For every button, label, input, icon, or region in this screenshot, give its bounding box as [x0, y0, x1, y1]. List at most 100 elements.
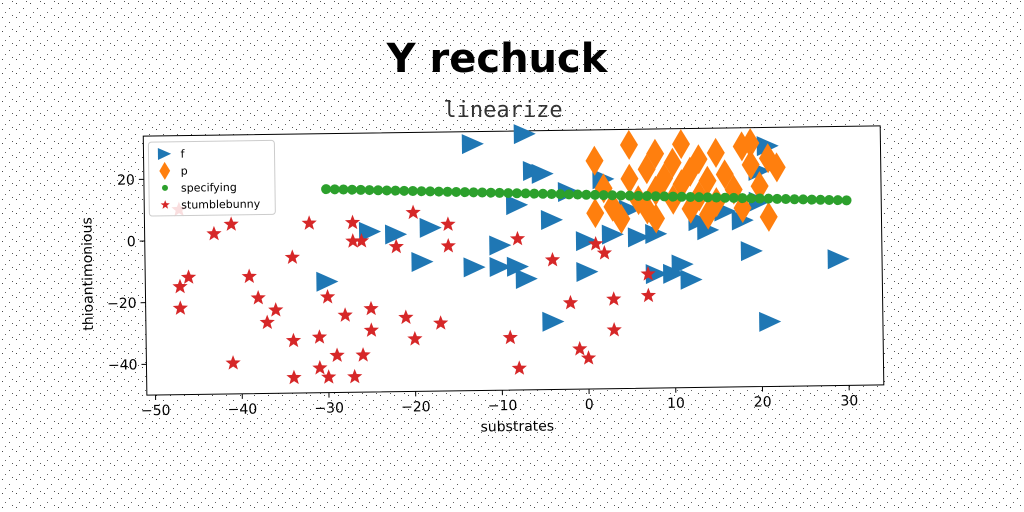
point-stumblebunny — [286, 369, 302, 385]
axis-ticks: −50 −40 −30 −20 −10 0 10 20 30 −40 −20 0 20 — [107, 172, 858, 419]
x-tick-label: −40 — [228, 402, 258, 418]
point-f — [515, 268, 538, 289]
point-p — [681, 193, 700, 224]
point-stumblebunny — [606, 291, 622, 306]
point-f — [697, 220, 720, 241]
point-stumblebunny — [268, 302, 284, 317]
point-f — [531, 163, 554, 184]
point-stumblebunny — [580, 350, 597, 365]
point-p — [647, 203, 666, 234]
point-stumblebunny — [329, 347, 345, 363]
point-stumblebunny — [502, 329, 518, 345]
point-p — [612, 203, 631, 234]
point-stumblebunny — [312, 360, 328, 375]
point-stumblebunny — [301, 215, 317, 230]
legend-marker-stumblebunny — [160, 200, 170, 209]
point-p — [586, 198, 605, 229]
point-specifying — [459, 187, 470, 198]
point-stumblebunny — [363, 322, 379, 337]
point-stumblebunny — [172, 278, 188, 294]
point-p — [767, 152, 786, 183]
point-specifying — [694, 192, 705, 203]
point-stumblebunny — [398, 309, 414, 325]
point-specifying — [321, 184, 332, 195]
point-specifying — [737, 193, 748, 204]
point-f — [645, 224, 668, 245]
point-specifying — [390, 185, 401, 196]
point-f — [384, 224, 408, 245]
point-f — [576, 261, 599, 282]
point-stumblebunny — [345, 233, 361, 248]
point-specifying — [798, 194, 809, 205]
point-p — [672, 129, 691, 160]
point-specifying — [407, 186, 418, 197]
point-f — [663, 263, 686, 284]
point-f — [680, 269, 703, 290]
x-tick-label: −20 — [401, 399, 431, 415]
x-tick-label: 0 — [585, 397, 594, 413]
legend-label-stumblebunny: stumblebunny — [181, 198, 261, 212]
x-tick-label: 10 — [667, 396, 685, 412]
point-stumblebunny — [509, 230, 526, 246]
y-axis-label: thioantimonious — [79, 217, 97, 331]
point-stumblebunny — [363, 300, 379, 316]
legend-marker-p — [159, 161, 171, 180]
point-specifying — [381, 185, 392, 196]
point-specifying — [442, 186, 453, 197]
point-stumblebunny — [640, 266, 656, 281]
point-f — [463, 257, 486, 278]
point-specifying — [616, 190, 627, 201]
point-f — [358, 221, 382, 242]
point-specifying — [642, 191, 653, 202]
point-specifying — [754, 193, 765, 204]
point-specifying — [555, 189, 566, 200]
point-specifying — [607, 190, 618, 201]
point-stumblebunny — [259, 314, 275, 330]
point-stumblebunny — [285, 332, 302, 348]
point-p — [732, 131, 751, 162]
chart-subtitle: linearize — [443, 98, 562, 123]
point-specifying — [772, 193, 783, 204]
legend-label-specifying: specifying — [181, 181, 237, 195]
point-f — [759, 311, 782, 332]
point-p — [759, 201, 778, 232]
point-p — [681, 156, 700, 187]
legend-box — [147, 139, 276, 217]
point-p — [663, 147, 682, 178]
point-p — [741, 128, 760, 159]
point-f — [513, 124, 536, 145]
y-tick-label: 0 — [127, 234, 136, 250]
point-stumblebunny — [407, 331, 423, 346]
point-specifying — [598, 190, 609, 201]
point-p — [750, 171, 769, 202]
point-specifying — [494, 187, 505, 198]
point-specifying — [789, 194, 800, 205]
point-f — [540, 210, 563, 231]
point-specifying — [433, 186, 444, 197]
point-specifying — [477, 187, 488, 198]
point-f — [419, 217, 442, 238]
point-specifying — [702, 192, 713, 203]
point-specifying — [581, 189, 592, 200]
chart-title: Y rechuck — [386, 36, 609, 82]
point-stumblebunny — [284, 249, 300, 264]
point-specifying — [563, 189, 574, 200]
legend-marker-f — [157, 147, 172, 160]
point-specifying — [347, 184, 358, 195]
point-specifying — [355, 184, 366, 195]
point-specifying — [485, 187, 496, 198]
point-stumblebunny — [405, 204, 421, 220]
point-specifying — [338, 184, 349, 195]
point-stumblebunny — [321, 369, 337, 384]
point-f — [411, 251, 434, 272]
point-p — [655, 163, 674, 194]
y-tick-label: −40 — [108, 357, 138, 373]
point-stumblebunny — [640, 287, 657, 303]
point-stumblebunny — [544, 251, 561, 267]
point-specifying — [815, 194, 826, 205]
point-specifying — [589, 189, 600, 200]
x-tick-label: 30 — [840, 393, 858, 409]
point-f — [489, 235, 512, 256]
x-axis-label: substrates — [480, 418, 554, 435]
